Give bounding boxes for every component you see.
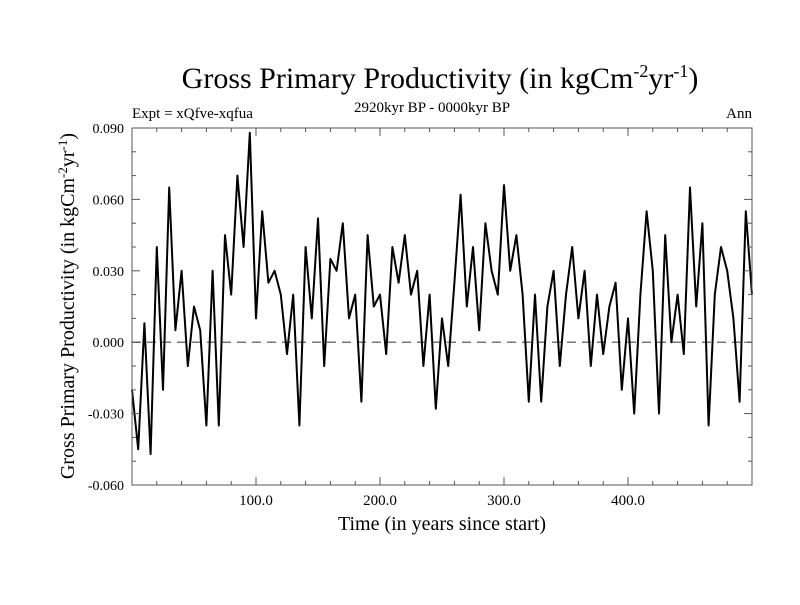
chart-title: Gross Primary Productivity (in kgCm-2yr-…	[182, 61, 699, 95]
y-axis-title: Gross Primary Productivity (in kgCm-2yr-…	[55, 133, 79, 479]
x-tick-label: 100.0	[239, 493, 273, 509]
time-range-label: 2920kyr BP - 0000kyr BP	[354, 100, 510, 116]
plot-frame	[131, 127, 753, 486]
y-tick-label: -0.030	[88, 408, 124, 423]
x-tick-label: 400.0	[611, 493, 645, 509]
y-tick-label: 0.090	[93, 122, 125, 137]
y-tick-label: -0.060	[88, 479, 124, 494]
experiment-label: Expt = xQfve-xqfua	[132, 106, 253, 122]
x-axis-title: Time (in years since start)	[338, 513, 546, 535]
season-label: Ann	[726, 106, 752, 122]
y-tick-label: 0.030	[93, 265, 125, 280]
x-tick-label: 200.0	[363, 493, 397, 509]
y-tick-label: 0.060	[93, 193, 125, 208]
y-tick-label: 0.000	[93, 336, 125, 351]
series-line-0	[131, 131, 753, 456]
x-tick-label: 300.0	[487, 493, 521, 509]
